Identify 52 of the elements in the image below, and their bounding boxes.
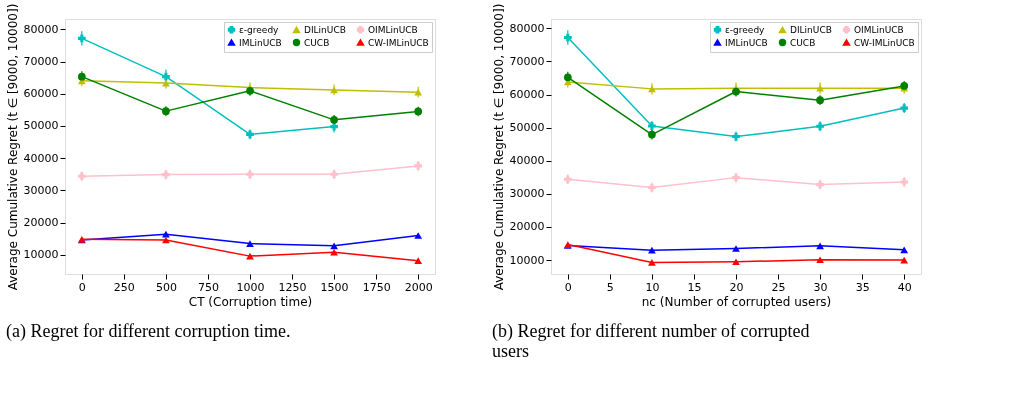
x-tick-label: 1000 bbox=[236, 280, 265, 294]
legend-label: IMLinUCB bbox=[725, 37, 768, 48]
legend-label: ε-greedy bbox=[239, 24, 280, 35]
y-tick-label: 20000 bbox=[23, 216, 59, 230]
legend-label: DILinUCB bbox=[790, 24, 832, 35]
x-tick-label: 0 bbox=[78, 280, 86, 294]
y-tick-label: 20000 bbox=[509, 220, 545, 234]
y-tick-label: 50000 bbox=[509, 121, 545, 135]
y-tick-label: 10000 bbox=[509, 253, 545, 267]
x-tick-label: 15 bbox=[687, 280, 702, 294]
x-tick-label: 1250 bbox=[278, 280, 307, 294]
x-tick-label: 1750 bbox=[362, 280, 391, 294]
legend-label: CUCB bbox=[304, 37, 330, 48]
x-tick-label: 40 bbox=[897, 280, 912, 294]
y-tick-label: 40000 bbox=[23, 151, 59, 165]
x-tick-label: 25 bbox=[771, 280, 786, 294]
legend-label: OIMLinUCB bbox=[368, 24, 418, 35]
x-tick-label: 30 bbox=[813, 280, 828, 294]
x-tick-label: 5 bbox=[606, 280, 614, 294]
legend-label: CUCB bbox=[790, 37, 816, 48]
legend-label: CW-IMLinUCB bbox=[854, 37, 915, 48]
x-axis-title: nc (Number of corrupted users) bbox=[641, 294, 832, 309]
text: (b) Regret for different number of corrupted users bbox=[492, 321, 810, 361]
x-tick-label: 750 bbox=[197, 280, 219, 294]
y-tick-label: 40000 bbox=[509, 154, 545, 168]
x-tick-label: 20 bbox=[729, 280, 744, 294]
y-tick-label: 30000 bbox=[23, 183, 59, 197]
legend-label: CW-IMLinUCB bbox=[368, 37, 429, 48]
y-tick-label: 80000 bbox=[23, 22, 59, 36]
y-tick-label: 50000 bbox=[23, 119, 59, 133]
legend-label: IMLinUCB bbox=[239, 37, 282, 48]
y-tick-label: 80000 bbox=[509, 21, 545, 35]
x-tick-label: 1500 bbox=[320, 280, 349, 294]
x-tick-label: 10 bbox=[645, 280, 660, 294]
text: (a) Regret for different corruption time. bbox=[6, 321, 291, 342]
x-tick-label: 35 bbox=[855, 280, 870, 294]
y-tick-label: 60000 bbox=[23, 87, 59, 101]
y-tick-label: 70000 bbox=[509, 54, 545, 68]
y-axis-title: Average Cumulative Regret (t ∈ [9000, 10000]) bbox=[5, 3, 20, 291]
legend-label: OIMLinUCB bbox=[854, 24, 904, 35]
x-tick-label: 250 bbox=[113, 280, 135, 294]
legend-label: DILinUCB bbox=[304, 24, 346, 35]
x-tick-label: 2000 bbox=[404, 280, 433, 294]
y-axis-title: Average Cumulative Regret (t ∈ [9000, 10000]) bbox=[491, 3, 506, 291]
x-tick-label: 0 bbox=[564, 280, 572, 294]
x-tick-label: 500 bbox=[155, 280, 177, 294]
y-tick-label: 70000 bbox=[23, 55, 59, 69]
x-axis-title: CT (Corruption time) bbox=[188, 294, 313, 309]
y-tick-label: 30000 bbox=[509, 187, 545, 201]
y-tick-label: 10000 bbox=[23, 248, 59, 262]
legend-label: ε-greedy bbox=[725, 24, 766, 35]
y-tick-label: 60000 bbox=[509, 88, 545, 102]
